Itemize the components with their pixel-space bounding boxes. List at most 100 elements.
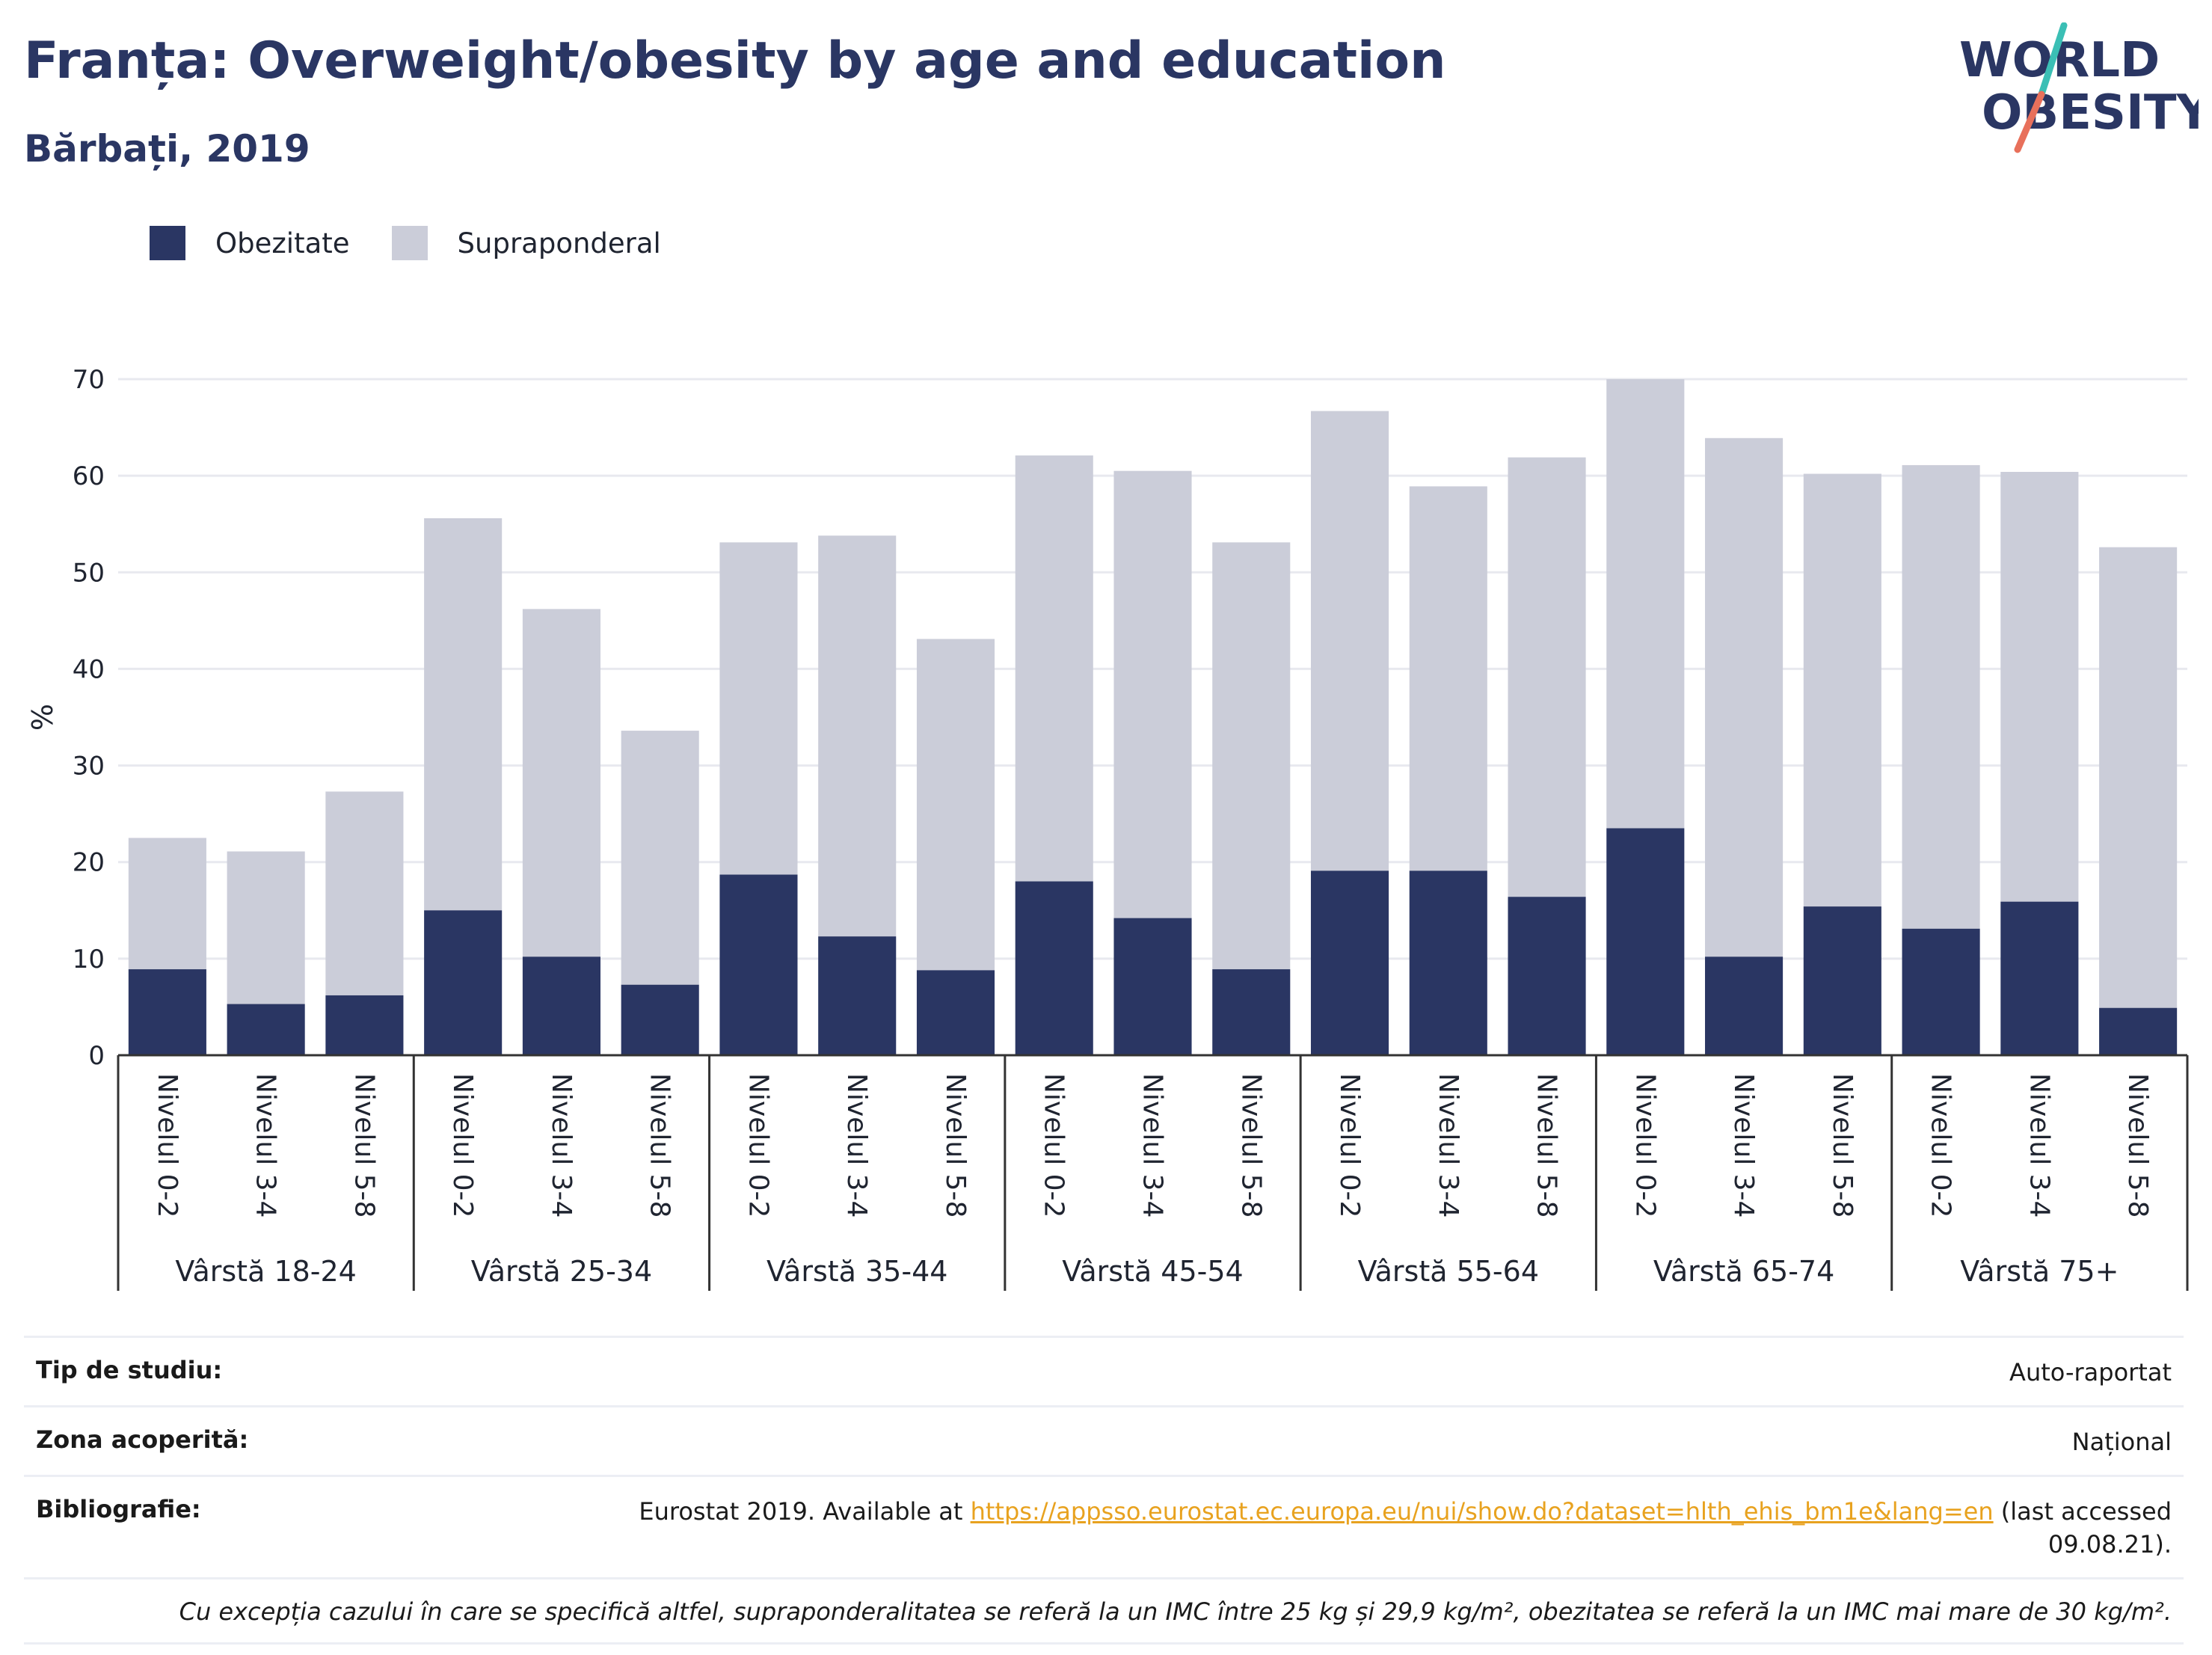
x-tick-label: Nivelul 0-2: [152, 1073, 182, 1218]
y-tick-label: 40: [73, 654, 105, 684]
bar-obesity: [1508, 897, 1586, 1055]
bibliography-date: 09.08.21).: [2047, 1530, 2172, 1559]
logo-slash-coral: [2014, 90, 2045, 153]
bar-obesity: [2000, 901, 2079, 1055]
bar-overweight: [1902, 464, 1980, 929]
x-tick-label: Nivelul 5-8: [940, 1073, 971, 1218]
bar-obesity: [1015, 881, 1093, 1055]
x-tick-label: Nivelul 0-2: [1926, 1073, 1956, 1218]
y-tick-label: 60: [73, 461, 105, 491]
bar-overweight: [719, 542, 798, 875]
group-label: Vârstă 25-34: [471, 1255, 652, 1288]
legend-label-overweight: Supraponderal: [457, 227, 661, 260]
study-type-value: Auto-raportat: [2009, 1358, 2172, 1387]
bar-overweight: [1803, 473, 1881, 907]
bar-obesity: [522, 957, 600, 1055]
x-tick-label: Nivelul 3-4: [546, 1073, 577, 1218]
study-type-label: Tip de studiu:: [36, 1356, 223, 1384]
y-tick-label: 50: [73, 558, 105, 588]
group-label: Vârstă 18-24: [175, 1255, 356, 1288]
bar-obesity: [818, 936, 897, 1055]
x-tick-label: Nivelul 5-8: [348, 1073, 379, 1218]
x-tick-label: Nivelul 3-4: [1728, 1073, 1759, 1218]
group-label: Vârstă 65-74: [1653, 1255, 1834, 1288]
x-tick-label: Nivelul 5-8: [1531, 1073, 1562, 1218]
x-tick-label: Nivelul 0-2: [1039, 1073, 1069, 1218]
bar-overweight: [621, 731, 699, 985]
bibliography-suffix: (last accessed: [1993, 1497, 2172, 1526]
info-table: Tip de studiu: Auto-raportat Zona acoper…: [24, 1336, 2184, 1645]
bar-obesity: [1705, 957, 1784, 1055]
bar-overweight: [2000, 471, 2079, 902]
bar-overweight: [1212, 542, 1291, 970]
x-tick-label: Nivelul 5-8: [1827, 1073, 1858, 1218]
x-tick-label: Nivelul 3-4: [1433, 1073, 1463, 1218]
bar-obesity: [424, 910, 503, 1055]
world-obesity-logo: WORLD OBESITY: [1959, 22, 2199, 153]
info-row-study-type: Tip de studiu: Auto-raportat: [24, 1336, 2184, 1405]
bar-obesity: [1212, 969, 1291, 1055]
bar-overweight: [522, 609, 600, 957]
bar-obesity: [325, 995, 404, 1055]
bar-obesity: [128, 969, 206, 1055]
x-tick-label: Nivelul 5-8: [2122, 1073, 2153, 1218]
info-row-area: Zona acoperită: Național: [24, 1405, 2184, 1475]
area-value: Național: [2071, 1428, 2172, 1456]
group-label: Vârstă 35-44: [766, 1255, 947, 1288]
bar-obesity: [916, 970, 995, 1055]
bar-obesity: [1902, 928, 1980, 1055]
y-tick-label: 30: [73, 752, 105, 782]
bar-overweight: [1409, 486, 1487, 871]
bar-obesity: [227, 1004, 305, 1055]
bar-obesity: [1803, 906, 1881, 1055]
group-label: Vârstă 45-54: [1062, 1255, 1243, 1288]
x-tick-label: Nivelul 3-4: [1137, 1073, 1168, 1218]
logo-slash-teal: [2038, 22, 2068, 98]
legend-item-obesity[interactable]: Obezitate: [150, 226, 350, 260]
bar-overweight: [227, 851, 305, 1004]
group-label: Vârstă 55-64: [1358, 1255, 1539, 1288]
logo-line2: OBESITY: [1982, 85, 2199, 141]
bar-obesity: [719, 874, 798, 1055]
bar-obesity: [1113, 918, 1192, 1055]
bar-overweight: [325, 791, 404, 995]
bar-overweight: [1508, 457, 1586, 897]
x-tick-label: Nivelul 0-2: [743, 1073, 773, 1218]
legend-swatch-obesity: [150, 226, 185, 260]
bar-obesity: [621, 984, 699, 1055]
y-tick-label: 10: [73, 945, 105, 974]
x-tick-label: Nivelul 0-2: [1334, 1073, 1365, 1218]
definition-note: Cu excepția cazului în care se specifică…: [24, 1577, 2184, 1645]
bar-overweight: [916, 639, 995, 971]
bar-obesity: [2099, 1007, 2178, 1055]
bar-obesity: [1310, 871, 1389, 1055]
area-label: Zona acoperită:: [36, 1425, 249, 1454]
x-tick-label: Nivelul 0-2: [447, 1073, 478, 1218]
chart-legend: Obezitate Supraponderal: [150, 224, 703, 262]
y-tick-label: 0: [88, 1041, 105, 1071]
x-tick-label: Nivelul 3-4: [841, 1073, 872, 1218]
bar-overweight: [1606, 379, 1685, 829]
bar-overweight: [1705, 437, 1784, 957]
stacked-bar-chart: 0 10 20 30 40 50 60 70% Nivelul 0-2 Nivelul 3-4 Ni…: [26, 365, 2189, 1291]
bar-overweight: [818, 535, 897, 937]
bibliography-value: Eurostat 2019. Available at https://apps…: [639, 1495, 2172, 1561]
x-tick-label: Nivelul 5-8: [1235, 1073, 1266, 1218]
legend-swatch-overweight: [391, 226, 428, 260]
chart-title: Franța: Overweight/obesity by age and ed…: [24, 31, 1446, 90]
bibliography-prefix: Eurostat 2019. Available at: [639, 1497, 971, 1526]
x-tick-label: Nivelul 5-8: [645, 1073, 675, 1218]
bar-obesity: [1606, 828, 1685, 1055]
bar-overweight: [128, 838, 206, 970]
legend-item-overweight[interactable]: Supraponderal: [391, 226, 661, 260]
bar-overweight: [2099, 547, 2178, 1008]
chart-subtitle: Bărbați, 2019: [24, 127, 310, 171]
bar-overweight: [1310, 411, 1389, 871]
x-tick-label: Nivelul 3-4: [2024, 1073, 2054, 1218]
bar-overweight: [1015, 455, 1093, 882]
group-label: Vârstă 75+: [1960, 1255, 2119, 1288]
legend-label-obesity: Obezitate: [215, 227, 350, 260]
x-tick-label: Nivelul 0-2: [1629, 1073, 1660, 1218]
y-axis-label: %: [26, 704, 59, 731]
bibliography-link[interactable]: https://appsso.eurostat.ec.europa.eu/nui…: [970, 1497, 1994, 1526]
